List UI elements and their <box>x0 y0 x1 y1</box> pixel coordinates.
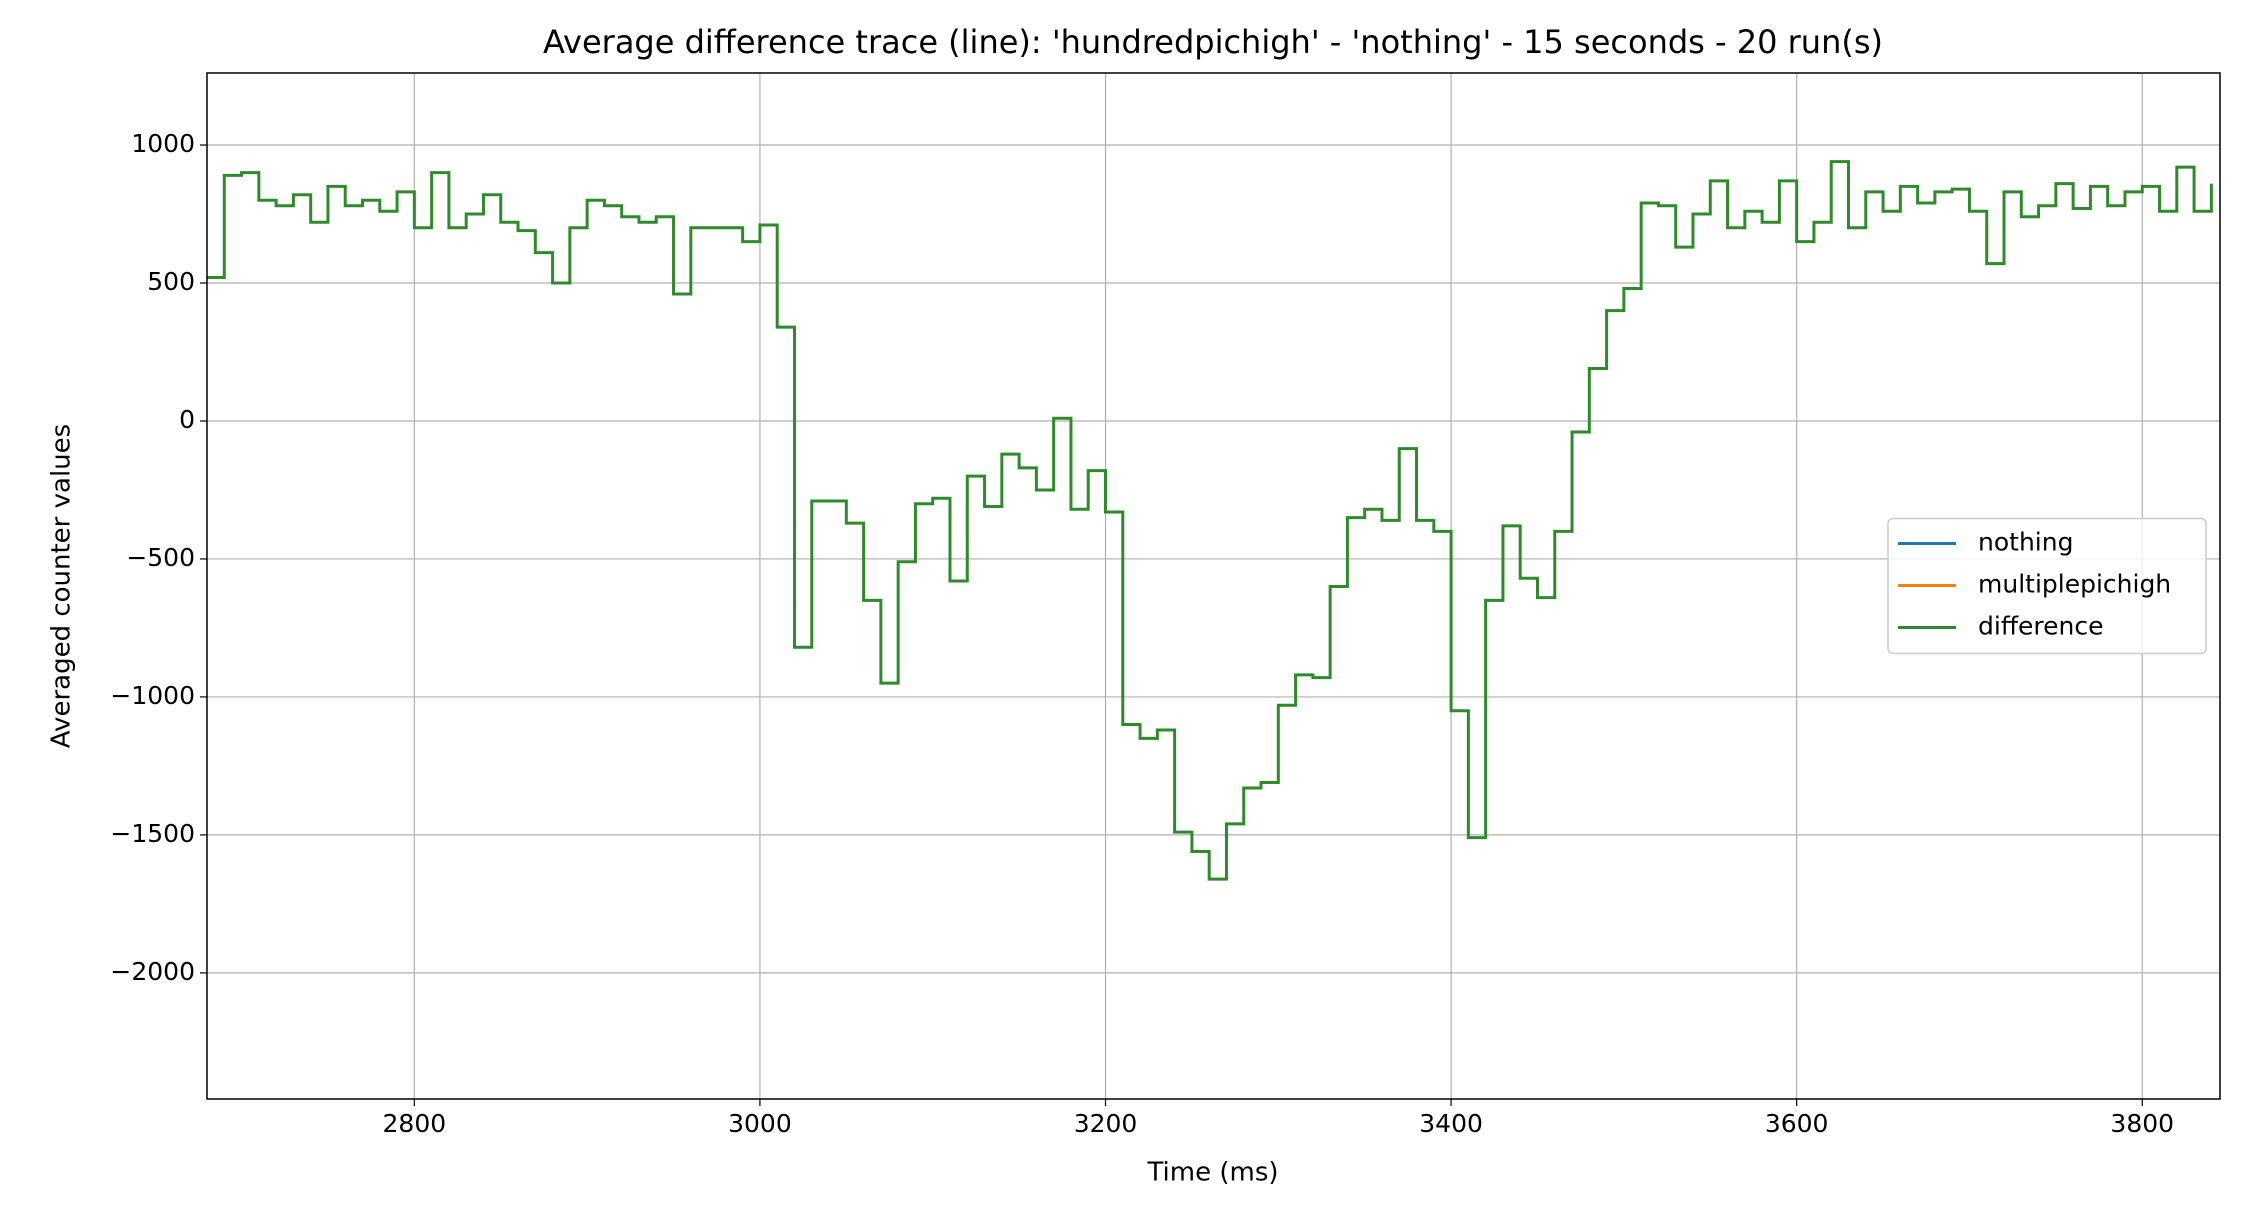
legend-label: difference <box>1978 612 2104 641</box>
y-tick-label: −1500 <box>110 819 195 848</box>
plot-frame <box>206 72 2221 1100</box>
y-tick-label: −2000 <box>110 957 195 986</box>
legend-label: nothing <box>1978 528 2073 557</box>
y-tick-label: 1000 <box>131 129 195 158</box>
x-tick-label: 3800 <box>2110 1109 2174 1138</box>
x-tick-label: 2800 <box>383 1109 447 1138</box>
y-tick-label: −500 <box>126 543 195 572</box>
x-tick-label: 3200 <box>1074 1109 1138 1138</box>
y-tick-label: 500 <box>147 267 195 296</box>
y-tick-label: 0 <box>179 405 195 434</box>
chart-title: Average difference trace (line): 'hundre… <box>543 23 1883 61</box>
x-tick-label: 3400 <box>1419 1109 1483 1138</box>
y-axis-label: Averaged counter values <box>47 424 77 748</box>
x-tick-label: 3600 <box>1765 1109 1829 1138</box>
y-tick-label: −1000 <box>110 681 195 710</box>
data-line <box>207 160 2213 881</box>
legend-label: multiplepichigh <box>1978 570 2171 599</box>
x-tick-label: 3000 <box>728 1109 792 1138</box>
legend-box <box>1887 517 2207 655</box>
x-axis-label: Time (ms) <box>1146 1158 1278 1188</box>
